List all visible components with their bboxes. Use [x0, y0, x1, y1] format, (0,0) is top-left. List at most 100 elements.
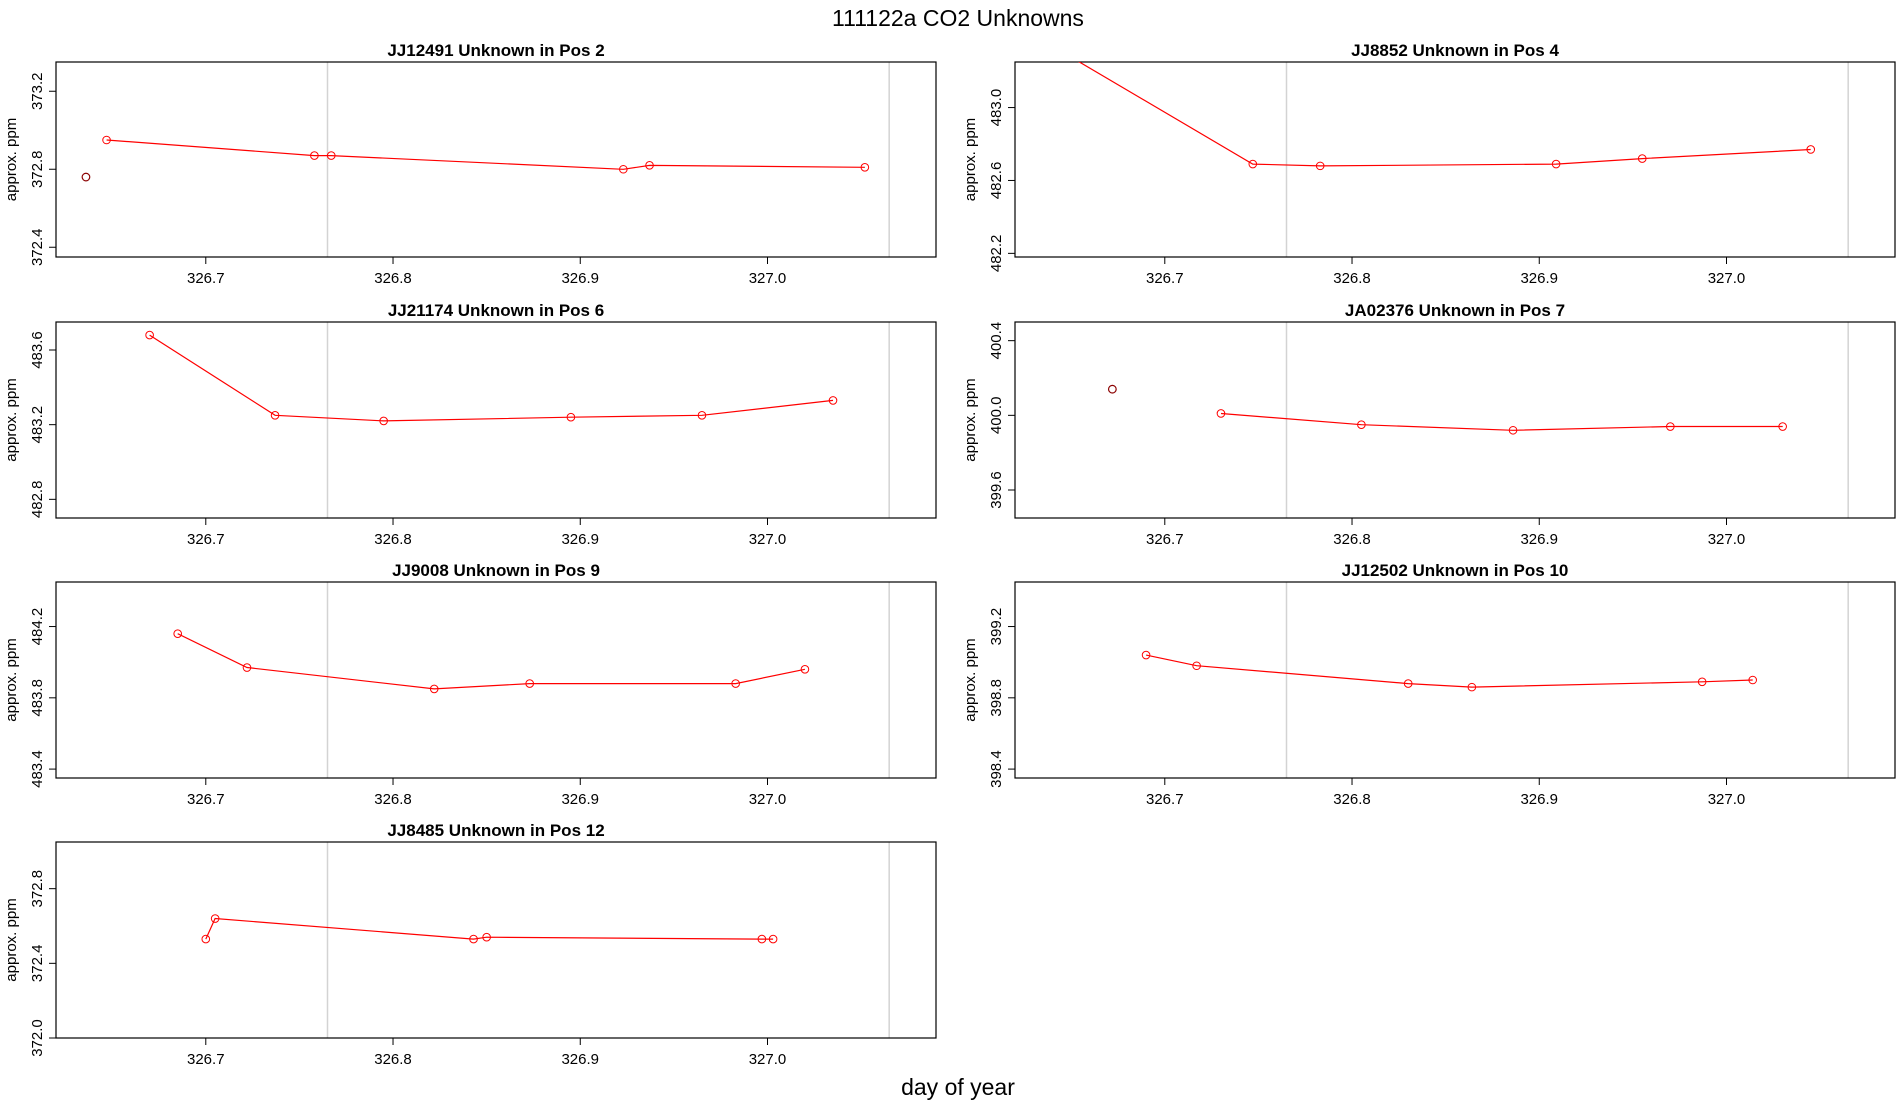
plot-area	[173, 629, 810, 694]
x-tick-label: 326.8	[374, 531, 412, 548]
plot-area	[1107, 384, 1787, 435]
y-tick-label: 399.2	[988, 608, 1005, 646]
chart-panel-6: JJ12502 Unknown in Pos 10 326.7 326.8 326.9…	[962, 561, 1896, 808]
y-axis-label: approx. ppm	[3, 898, 20, 981]
plot-frame	[55, 61, 937, 258]
data-point	[1778, 422, 1787, 431]
y-tick-label: 483.6	[29, 331, 46, 369]
chart-panel-3: JJ21174 Unknown in Pos 6 326.7 326.8 326.9 3…	[3, 301, 937, 548]
series-line	[1220, 412, 1783, 431]
data-point	[1748, 675, 1758, 685]
plot-area	[1141, 650, 1758, 692]
data-point	[469, 934, 478, 944]
y-tick-label: 398.8	[988, 679, 1005, 717]
y-tick-label: 484.2	[29, 608, 46, 646]
figure-x-axis-label: day of year	[901, 1074, 1015, 1100]
chart-panel-1: JJ12491 Unknown in Pos 2 326.7 326.8 326.9 3…	[3, 41, 937, 287]
y-tick-label: 482.2	[988, 235, 1005, 273]
data-point	[645, 161, 654, 170]
plot-frame	[1014, 321, 1896, 519]
y-axis-label: approx. ppm	[3, 638, 20, 721]
data-point	[1403, 679, 1413, 688]
data-point	[379, 416, 388, 426]
y-tick-label: 372.0	[29, 1019, 46, 1057]
data-point	[145, 330, 154, 340]
chart-panel-7: JJ8485 Unknown in Pos 12 326.7 326.8 326.9 3…	[3, 821, 937, 1068]
x-tick-label: 326.8	[374, 791, 412, 808]
y-tick-label: 372.4	[29, 945, 46, 983]
panel-title: JJ8485 Unknown in Pos 12	[387, 821, 604, 840]
series-line	[106, 139, 865, 170]
data-point	[1508, 425, 1518, 435]
data-point-standalone	[1107, 384, 1117, 394]
data-point	[1141, 650, 1151, 660]
plot-frame	[1014, 581, 1896, 779]
x-tick-label: 327.0	[1708, 791, 1746, 808]
chart-panel-2: JJ8852 Unknown in Pos 4 326.7 326.8 326.9 32…	[962, 41, 1896, 287]
x-tick-label: 326.9	[561, 791, 599, 808]
x-tick-label: 327.0	[749, 1051, 787, 1068]
x-tick-label: 326.8	[1333, 791, 1371, 808]
x-tick-label: 327.0	[1708, 531, 1746, 548]
panel-title: JA02376 Unknown in Pos 7	[1345, 301, 1565, 320]
data-point	[310, 151, 319, 160]
data-point	[731, 679, 740, 688]
x-tick-label: 326.7	[1146, 531, 1184, 548]
x-tick-label: 326.9	[561, 270, 599, 287]
y-tick-label: 372.8	[29, 870, 46, 908]
x-tick-label: 326.8	[1333, 531, 1371, 548]
y-axis-label: approx. ppm	[962, 378, 979, 461]
data-point	[828, 396, 838, 405]
data-point	[210, 914, 220, 923]
chart-panel-5: JJ9008 Unknown in Pos 9 326.7 326.8 326.9 32…	[3, 561, 937, 808]
data-point	[326, 151, 336, 160]
x-tick-label: 327.0	[749, 791, 787, 808]
y-tick-label: 398.4	[988, 750, 1005, 788]
x-tick-label: 326.9	[1520, 270, 1558, 287]
y-axis-label: approx. ppm	[3, 118, 20, 201]
data-point	[1551, 159, 1561, 169]
data-point	[429, 684, 439, 694]
y-axis-label: approx. ppm	[962, 118, 979, 201]
data-point	[1697, 677, 1707, 687]
series-line	[177, 633, 806, 690]
data-point	[1637, 154, 1647, 163]
y-tick-label: 400.0	[988, 397, 1005, 435]
x-tick-label: 326.9	[561, 1051, 599, 1068]
y-tick-label: 372.8	[29, 150, 46, 188]
panel-title: JJ8852 Unknown in Pos 4	[1351, 41, 1559, 60]
x-tick-label: 326.7	[1146, 791, 1184, 808]
y-tick-label: 483.8	[29, 679, 46, 717]
data-point	[270, 411, 280, 420]
data-point	[525, 679, 535, 688]
panel-title: JJ12502 Unknown in Pos 10	[1342, 561, 1569, 580]
x-tick-label: 326.9	[561, 531, 599, 548]
chart-panels: JJ12491 Unknown in Pos 2 326.7 326.8 326.9 3…	[3, 41, 1896, 1068]
x-tick-label: 326.7	[187, 791, 225, 808]
data-point	[1357, 420, 1366, 429]
data-point	[757, 934, 767, 944]
plot-area	[201, 914, 778, 944]
y-tick-label: 482.8	[29, 481, 46, 519]
y-tick-label: 483.4	[29, 750, 46, 788]
plot-area	[1078, 62, 1816, 171]
y-axis-label: approx. ppm	[3, 378, 20, 461]
x-tick-label: 327.0	[749, 531, 787, 548]
panel-title: JJ12491 Unknown in Pos 2	[387, 41, 604, 60]
x-tick-label: 327.0	[1708, 270, 1746, 287]
data-point	[619, 164, 628, 174]
y-tick-label: 399.6	[988, 471, 1005, 509]
x-tick-label: 326.7	[187, 270, 225, 287]
x-tick-label: 326.9	[1520, 531, 1558, 548]
data-point	[566, 412, 576, 422]
series-line	[149, 334, 834, 422]
y-tick-label: 373.2	[29, 72, 46, 110]
data-point	[201, 934, 211, 944]
panel-title: JJ9008 Unknown in Pos 9	[392, 561, 600, 580]
data-point	[173, 629, 183, 638]
data-point	[1315, 161, 1325, 171]
x-tick-label: 326.9	[1520, 791, 1558, 808]
y-tick-label: 372.4	[29, 228, 46, 266]
y-tick-label: 400.4	[988, 322, 1005, 360]
